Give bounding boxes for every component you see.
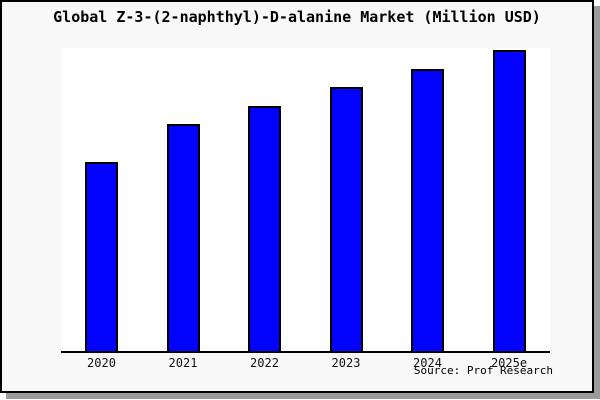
x-tick-label-2022: 2022 — [250, 356, 279, 370]
bar-2023 — [329, 87, 363, 351]
x-tick-label-2021: 2021 — [168, 356, 198, 370]
bar-2025e — [492, 50, 526, 351]
bar-2021 — [166, 124, 200, 351]
plot-area — [61, 48, 550, 353]
bar-2024 — [411, 69, 444, 351]
x-tick-label-2023: 2023 — [331, 356, 361, 370]
x-tick-label-2020: 2020 — [87, 356, 116, 370]
chart-title: Global Z-3-(2-naphthyl)-D-alanine Market… — [53, 8, 541, 26]
chart-figure: Global Z-3-(2-naphthyl)-D-alanine Market… — [0, 0, 594, 393]
bar-2020 — [85, 162, 118, 351]
bar-2022 — [248, 106, 281, 351]
source-credit: Source: Prof Research — [413, 364, 553, 377]
